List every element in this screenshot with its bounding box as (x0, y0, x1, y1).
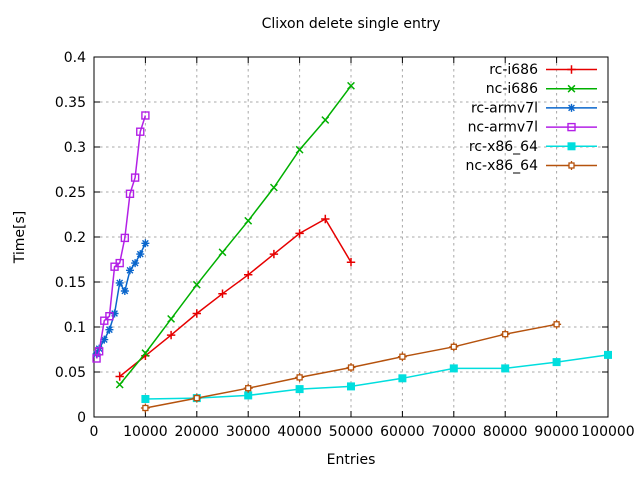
series-marker-nc-x86_64 (502, 331, 509, 338)
series-marker-nc-x86_64 (399, 353, 406, 360)
y-axis-label: Time[s] (12, 210, 28, 264)
series-marker-nc-x86_64 (193, 394, 200, 402)
series-marker-nc-i686 (295, 145, 304, 154)
x-tick-label: 80000 (483, 424, 528, 440)
series-marker-nc-armv7l (94, 347, 104, 356)
series-marker-nc-x86_64 (347, 364, 355, 371)
legend-label-rc-armv7l: rc-armv7l (471, 100, 538, 116)
series-marker-nc-i686 (115, 380, 124, 389)
series-marker-rc-x86_64 (244, 391, 253, 400)
legend-sample-marker-nc-i686 (567, 84, 576, 93)
series-marker-rc-armv7l (100, 335, 109, 344)
series-marker-nc-i686 (141, 349, 150, 358)
series-marker-rc-armv7l (110, 309, 119, 318)
x-tick-label: 30000 (226, 424, 271, 440)
series-marker-nc-armv7l (141, 111, 150, 120)
y-tick-label: 0.25 (55, 185, 86, 201)
series-marker-nc-x86_64 (553, 321, 560, 328)
y-tick-label: 0.15 (55, 275, 86, 291)
series-marker-rc-armv7l (120, 287, 129, 295)
x-tick-label: 10000 (123, 424, 168, 440)
series-marker-nc-i686 (167, 314, 176, 323)
series-line-rc-x86_64 (145, 354, 609, 400)
legend-sample-marker-nc-armv7l (567, 122, 576, 132)
series-marker-nc-i686 (321, 116, 330, 124)
series-marker-rc-i686 (218, 289, 227, 298)
series-marker-nc-armv7l (130, 173, 140, 182)
y-tick-label: 0.4 (64, 50, 86, 66)
legend-sample-marker-nc-x86_64 (568, 162, 575, 169)
y-tick-label: 0.3 (64, 140, 86, 156)
series-marker-nc-i686 (244, 216, 253, 225)
series-marker-rc-i686 (346, 258, 356, 267)
y-tick-label: 0.05 (55, 365, 86, 381)
legend-label-rc-x86_64: rc-x86_64 (469, 139, 538, 155)
legend-sample-marker-rc-i686 (567, 65, 576, 74)
series-marker-nc-armv7l (100, 316, 109, 325)
series-marker-rc-x86_64 (141, 395, 150, 403)
legend-label-nc-i686: nc-i686 (486, 81, 538, 97)
y-tick-label: 0.2 (64, 230, 86, 246)
series-marker-rc-armv7l (136, 250, 145, 259)
series-marker-nc-x86_64 (142, 404, 149, 412)
series-marker-rc-i686 (244, 270, 253, 279)
series-marker-rc-x86_64 (295, 385, 304, 394)
series-marker-rc-armv7l (141, 239, 150, 248)
x-tick-label: 40000 (277, 424, 322, 440)
series-marker-nc-armv7l (125, 189, 135, 199)
series-marker-nc-armv7l (136, 127, 145, 136)
series-marker-nc-i686 (347, 81, 355, 90)
series-marker-rc-x86_64 (501, 364, 510, 373)
x-tick-label: 50000 (329, 424, 374, 440)
series-marker-rc-i686 (115, 372, 124, 381)
series-marker-rc-i686 (166, 330, 176, 340)
chart-title: Clixon delete single entry (261, 16, 441, 32)
series-marker-rc-x86_64 (398, 374, 407, 383)
series-marker-rc-i686 (295, 229, 304, 238)
x-axis-label: Entries (326, 452, 376, 468)
y-tick-label: 0.1 (64, 320, 86, 336)
series-marker-rc-armv7l (92, 350, 101, 358)
series-marker-nc-x86_64 (450, 343, 457, 350)
series-line-nc-i686 (119, 85, 352, 386)
series-marker-nc-x86_64 (245, 385, 252, 392)
series-marker-nc-i686 (192, 280, 201, 289)
series-marker-rc-armv7l (131, 259, 140, 268)
x-tick-label: 70000 (432, 424, 477, 440)
series-marker-rc-x86_64 (449, 364, 458, 373)
series-marker-rc-armv7l (115, 278, 124, 287)
series-marker-nc-i686 (218, 248, 227, 257)
series-marker-nc-armv7l (115, 258, 124, 268)
series-marker-rc-x86_64 (604, 350, 612, 359)
series-line-nc-armv7l (95, 115, 147, 359)
legend-label-rc-i686: rc-i686 (489, 62, 538, 78)
legend-sample-marker-rc-armv7l (567, 103, 576, 112)
y-tick-label: 0.35 (55, 95, 86, 111)
series-marker-rc-armv7l (105, 325, 114, 334)
x-tick-label: 0 (90, 424, 99, 440)
x-tick-label: 90000 (534, 424, 579, 440)
series-marker-nc-armv7l (105, 312, 114, 321)
x-tick-label: 100000 (581, 424, 634, 440)
series-marker-rc-i686 (192, 309, 201, 318)
series-marker-rc-x86_64 (347, 382, 355, 391)
legend-label-nc-armv7l: nc-armv7l (468, 120, 538, 136)
x-tick-label: 20000 (175, 424, 220, 440)
y-tick-label: 0 (77, 410, 86, 426)
legend-label-nc-x86_64: nc-x86_64 (465, 158, 538, 174)
series-marker-rc-i686 (269, 249, 279, 259)
series-marker-nc-i686 (269, 183, 278, 192)
legend-sample-marker-rc-x86_64 (567, 142, 576, 151)
series-line-rc-i686 (119, 217, 352, 378)
series-marker-nc-armv7l (120, 233, 130, 243)
series-marker-rc-i686 (321, 214, 330, 224)
series-marker-nc-x86_64 (296, 374, 303, 381)
series-marker-rc-x86_64 (552, 358, 561, 367)
series-marker-rc-armv7l (125, 266, 134, 275)
x-tick-label: 60000 (380, 424, 425, 440)
